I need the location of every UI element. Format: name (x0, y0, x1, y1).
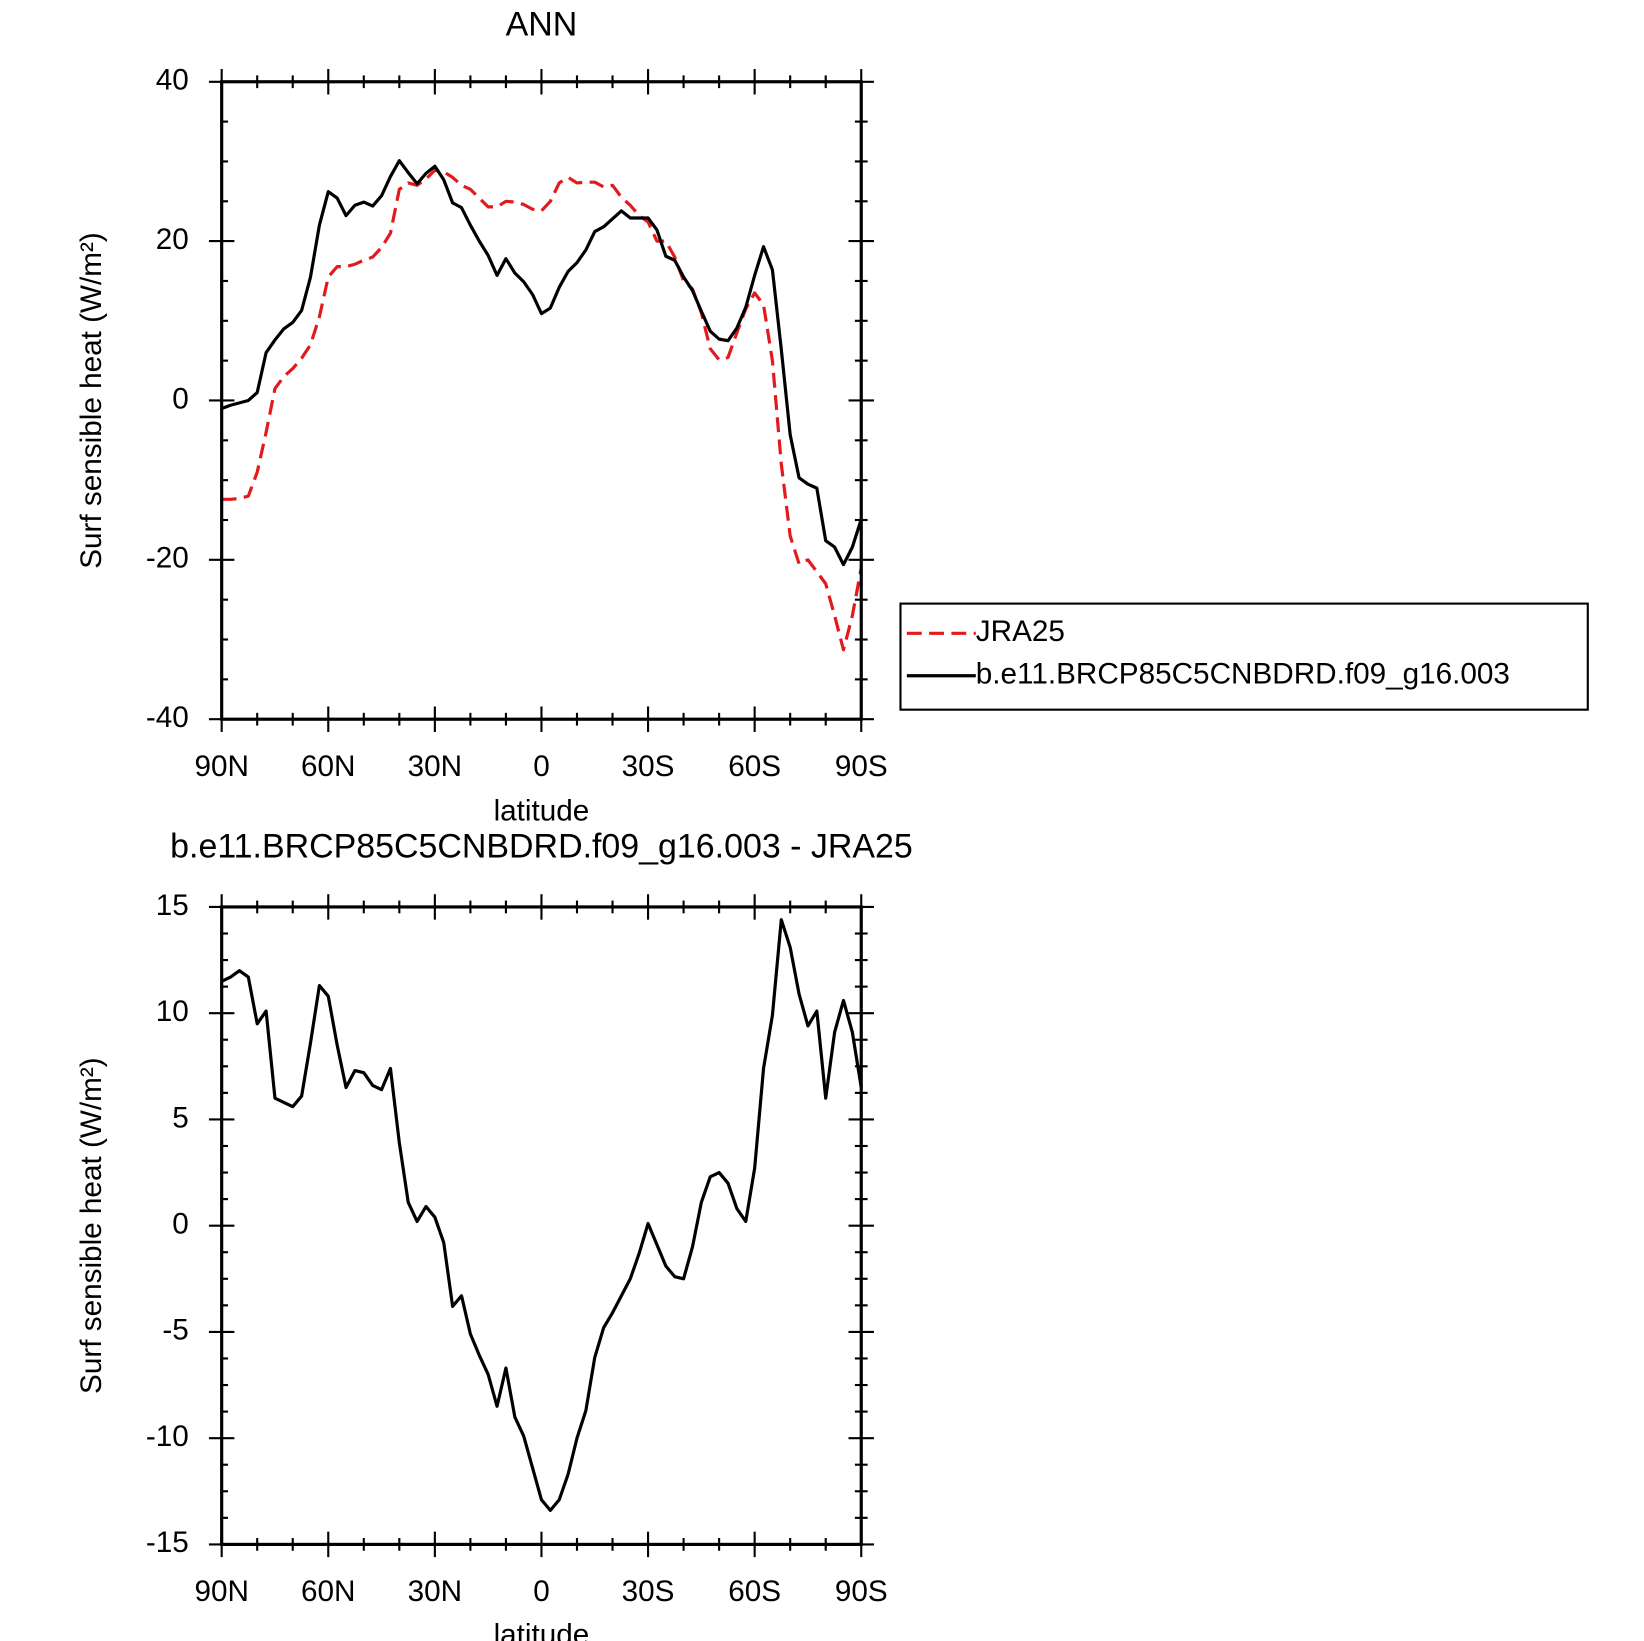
y-axis-label: Surf sensible heat (W/m²) (75, 232, 108, 569)
x-tick-label: 90N (194, 750, 248, 783)
legend-label: JRA25 (976, 615, 1065, 648)
x-tick-label: 60S (728, 750, 781, 783)
x-tick-label: 0 (533, 750, 550, 783)
x-tick-label: 30N (408, 1575, 462, 1608)
y-tick-label: 0 (172, 1208, 189, 1241)
x-tick-label: 30S (622, 1575, 675, 1608)
x-tick-label: 30S (622, 750, 675, 783)
x-tick-label: 90S (835, 1575, 888, 1608)
y-tick-label: -20 (146, 542, 189, 575)
x-tick-label: 90N (194, 1575, 248, 1608)
plot-frame (220, 905, 863, 1546)
legend-label: b.e11.BRCP85C5CNBDRD.f09_g16.003 (976, 658, 1510, 691)
y-tick-label: 40 (156, 64, 189, 97)
y-tick-label: 20 (156, 223, 189, 256)
plot-frame (220, 80, 863, 721)
y-axis-label: Surf sensible heat (W/m²) (75, 1057, 108, 1394)
y-tick-label: -5 (162, 1314, 188, 1347)
x-axis-label: latitude (494, 794, 590, 827)
y-tick-label: -10 (146, 1420, 189, 1453)
x-tick-label: 0 (533, 1575, 550, 1608)
x-tick-label: 90S (835, 750, 888, 783)
x-tick-label: 60S (728, 1575, 781, 1608)
chart-title: b.e11.BRCP85C5CNBDRD.f09_g16.003 - JRA25 (170, 828, 913, 866)
x-tick-label: 60N (301, 750, 355, 783)
chart-title: ANN (506, 6, 578, 44)
x-tick-label: 30N (408, 750, 462, 783)
y-tick-label: -40 (146, 701, 189, 734)
x-axis-label: latitude (494, 1619, 590, 1641)
legend-box (899, 602, 1589, 711)
y-tick-label: 5 (172, 1101, 189, 1134)
data-line (220, 918, 863, 1512)
y-tick-label: 15 (156, 889, 189, 922)
y-tick-label: -15 (146, 1526, 189, 1559)
y-tick-label: 10 (156, 995, 189, 1028)
x-tick-label: 60N (301, 1575, 355, 1608)
data-line (221, 159, 863, 567)
y-tick-label: 0 (172, 382, 189, 415)
data-line (221, 168, 863, 652)
